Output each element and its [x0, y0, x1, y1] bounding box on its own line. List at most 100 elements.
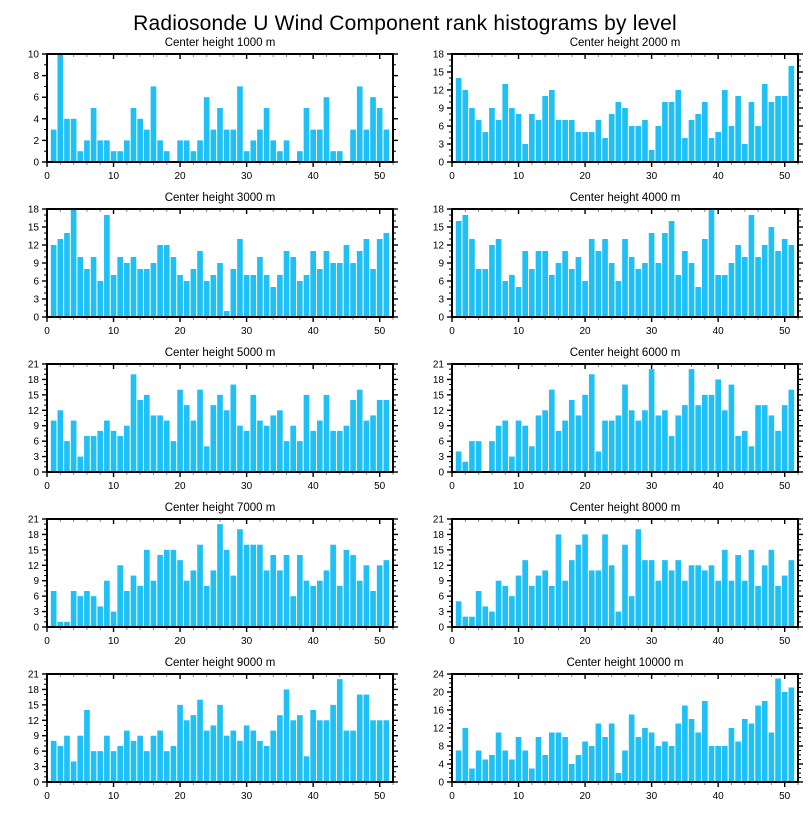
bar [70, 761, 77, 782]
y-tick-label: 15 [28, 700, 40, 711]
bar [150, 580, 157, 627]
bar [177, 704, 183, 782]
bar [542, 570, 548, 627]
bar [695, 114, 702, 162]
bar [775, 430, 781, 472]
bar [688, 120, 695, 162]
bar [310, 430, 316, 472]
bar [582, 534, 588, 627]
bar [143, 751, 150, 782]
y-tick-label: 6 [438, 437, 444, 448]
bar [90, 436, 97, 472]
x-tick-label: 10 [108, 326, 120, 337]
bar [662, 102, 668, 162]
bar [356, 694, 363, 782]
x-tick-label: 20 [580, 171, 592, 182]
y-tick-label: 9 [33, 259, 39, 270]
bar [761, 245, 768, 317]
bar [462, 461, 469, 472]
bar [84, 269, 90, 317]
bar [57, 239, 64, 317]
x-tick-label: 10 [513, 171, 525, 182]
bar [356, 86, 363, 162]
bar [682, 405, 688, 472]
bar [595, 451, 602, 472]
bar [203, 730, 210, 782]
subplot-4000m: Center height 4000 m 0 3 6 9 12 15 18 0 10 20 30 40 5… [405, 189, 810, 344]
bar [702, 570, 708, 627]
y-tick-label: 9 [33, 576, 39, 587]
y-tick-label: 21 [433, 360, 445, 371]
bar [230, 269, 237, 317]
bar [688, 565, 695, 627]
bar [323, 720, 330, 782]
bar [761, 405, 768, 472]
bar [177, 140, 183, 162]
x-tick-label: 30 [646, 171, 658, 182]
y-tick-label: 4 [438, 760, 444, 771]
x-tick-label: 10 [513, 481, 525, 492]
bar [57, 746, 64, 782]
bar [748, 102, 755, 162]
bar [230, 129, 237, 162]
bar [635, 126, 642, 162]
x-tick-label: 10 [513, 791, 525, 802]
bar [761, 701, 768, 782]
bar [562, 420, 568, 472]
bar [124, 140, 130, 162]
bar [622, 750, 628, 782]
y-tick-label: 6 [33, 277, 39, 288]
histogram-plot: Center height 1000 m 0 2 4 6 8 10 0 10 20 30 40 50 [28, 37, 398, 182]
bar [775, 96, 781, 162]
bar [64, 621, 70, 627]
bar [781, 575, 788, 627]
bar [635, 269, 642, 317]
y-tick-label: 12 [433, 406, 445, 417]
bar [608, 723, 615, 782]
bar [655, 263, 662, 317]
bar [303, 580, 310, 627]
y-tick-label: 18 [433, 375, 445, 386]
bar [297, 441, 303, 472]
bar [250, 544, 257, 627]
bar [183, 281, 190, 317]
bar [542, 96, 548, 162]
bar [183, 405, 190, 472]
bar [635, 529, 642, 627]
bar [495, 580, 502, 627]
bar [555, 120, 562, 162]
subplot-title: Center height 7000 m [165, 502, 276, 514]
bar [137, 585, 143, 627]
bar [469, 239, 475, 317]
plot-frame [451, 518, 799, 628]
bar [648, 560, 655, 627]
bar [336, 263, 343, 317]
bar [336, 585, 343, 627]
bar [356, 389, 363, 472]
bar [715, 580, 721, 627]
histogram-plot: Center height 9000 m 0 3 6 9 12 15 18 21 0 10 20 30 4… [28, 657, 398, 802]
x-tick-label: 50 [374, 326, 386, 337]
bar [370, 720, 376, 782]
y-tick-label: 3 [438, 607, 444, 618]
bar [316, 420, 323, 472]
bar [137, 269, 143, 317]
bar [97, 430, 104, 472]
bar [243, 430, 250, 472]
bar [522, 144, 529, 162]
y-tick-label: 4 [33, 114, 39, 125]
bar [482, 606, 489, 627]
bar [715, 132, 721, 162]
y-tick-label: 12 [433, 241, 445, 252]
bar [575, 544, 582, 627]
bar [77, 596, 84, 627]
bar [702, 102, 708, 162]
bar [336, 430, 343, 472]
bar [509, 759, 515, 782]
bar [768, 549, 775, 627]
subplot-10000m: Center height 10000 m 0 4 8 12 16 20 24 0 10 20 30 4… [405, 654, 810, 809]
bar [608, 263, 615, 317]
bar [230, 575, 237, 627]
x-tick-label: 30 [241, 636, 253, 647]
y-tick-label: 10 [28, 50, 40, 61]
